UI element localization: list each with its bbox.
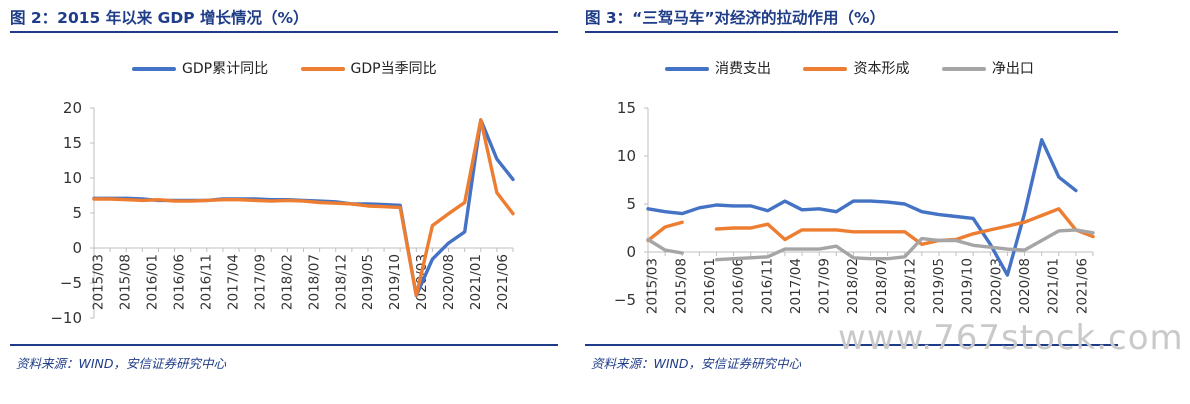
left-figure: 图 2：2015 年以来 GDP 增长情况（%） GDP累计同比 GDP当季同比… (10, 0, 558, 404)
y-tick-label: 15 (63, 134, 82, 152)
x-tick-label: 2015/08 (118, 254, 134, 310)
x-tick-label: 2017/09 (252, 254, 268, 310)
y-tick-label: 20 (63, 99, 82, 117)
x-tick-label: 2016/01 (145, 254, 161, 310)
x-tick-label: 2017/09 (817, 258, 833, 314)
legend-item: 消费支出 (665, 58, 771, 78)
title-rule (585, 31, 1118, 33)
source-note: 资料来源：WIND，安信证券研究中心 (591, 356, 802, 371)
x-tick-label: 2020/03 (988, 258, 1004, 314)
legend-swatch (132, 67, 176, 71)
x-tick-label: 2018/02 (845, 258, 861, 314)
figure-title: 图 2：2015 年以来 GDP 增长情况（%） (10, 9, 309, 27)
y-tick-label: 0 (626, 243, 636, 261)
x-tick-label: 2015/03 (645, 258, 661, 314)
legend-item: 净出口 (941, 58, 1034, 78)
x-tick-label: 2017/04 (225, 254, 241, 310)
figure-title: 图 3：“三驾马车”对经济的拉动作用（%） (585, 9, 886, 27)
x-tick-label: 2016/06 (172, 254, 188, 310)
x-tick-label: 2017/04 (788, 258, 804, 314)
x-tick-label: 2020/08 (441, 254, 457, 310)
y-tick-label: 5 (72, 204, 82, 222)
source-note: 资料来源：WIND，安信证券研究中心 (16, 356, 227, 371)
x-tick-label: 2020/08 (1017, 258, 1033, 314)
gdp-line-chart: −10 −5 0 5 10 15 20 2015/03 2015/08 2016/01 2016/0… (50, 99, 515, 327)
y-tick-label: −5 (614, 291, 636, 309)
x-tick-label: 2018/12 (902, 258, 918, 314)
x-tick-label: 2016/06 (731, 258, 747, 314)
series-line-净出口 (646, 228, 1095, 262)
x-tick-label: 2018/07 (874, 258, 890, 314)
series-line-GDP当季同比 (92, 118, 515, 298)
legend: GDP累计同比 GDP当季同比 (132, 58, 465, 78)
y-tick-label: 15 (617, 99, 636, 117)
x-tick-label: 2021/01 (1046, 258, 1062, 314)
right-figure: 图 3：“三驾马车”对经济的拉动作用（%） 消费支出 资本形成 净出口 −5 0 5… (585, 0, 1118, 404)
legend-label: GDP当季同比 (350, 61, 437, 77)
x-tick-label: 2019/05 (931, 258, 947, 314)
legend-label: 消费支出 (715, 61, 771, 77)
y-tick-label: 10 (617, 147, 636, 165)
x-tick-label: 2018/07 (306, 254, 322, 310)
x-tick-label: 2019/05 (360, 254, 376, 310)
x-tick-label: 2016/11 (199, 254, 215, 310)
series-line-资本形成 (646, 207, 1095, 246)
legend-item: GDP当季同比 (300, 58, 437, 78)
x-tick-label: 2018/12 (333, 254, 349, 310)
x-tick-label: 2015/08 (673, 258, 689, 314)
y-tick-label: 5 (626, 195, 636, 213)
bottom-rule (585, 344, 1118, 346)
legend-swatch (665, 67, 709, 71)
title-rule (10, 31, 558, 33)
x-tick-label: 2016/11 (759, 258, 775, 314)
x-tick-label: 2018/02 (279, 254, 295, 310)
watermark: www.767stock.com (838, 318, 1184, 358)
legend-swatch (803, 67, 848, 71)
legend-label: 净出口 (991, 61, 1034, 77)
bottom-rule (10, 344, 558, 346)
y-tick-label: −5 (60, 274, 82, 292)
x-tick-label: 2015/03 (91, 254, 107, 310)
three-drivers-line-chart: −5 0 5 10 15 2015/03 2015/08 2016/01 2016/06 2016… (614, 99, 1095, 314)
series-line-消费支出 (646, 138, 1078, 277)
legend-swatch (941, 67, 986, 71)
legend-item: 资本形成 (803, 58, 909, 78)
legend-label: GDP累计同比 (182, 61, 269, 77)
x-tick-label: 2021/06 (495, 254, 511, 310)
y-tick-label: −10 (50, 309, 82, 327)
legend-label: 资本形成 (853, 61, 910, 77)
x-tick-label: 2016/01 (702, 258, 718, 314)
y-tick-label: 0 (72, 239, 82, 257)
y-tick-label: 10 (63, 169, 82, 187)
x-tick-label: 2019/10 (387, 254, 403, 310)
x-tick-label: 2019/10 (960, 258, 976, 314)
legend-swatch (300, 67, 345, 71)
legend: 消费支出 资本形成 净出口 (665, 58, 1062, 78)
legend-item: GDP累计同比 (132, 58, 268, 78)
x-tick-label: 2021/06 (1074, 258, 1090, 314)
x-tick-label: 2021/01 (468, 254, 484, 310)
